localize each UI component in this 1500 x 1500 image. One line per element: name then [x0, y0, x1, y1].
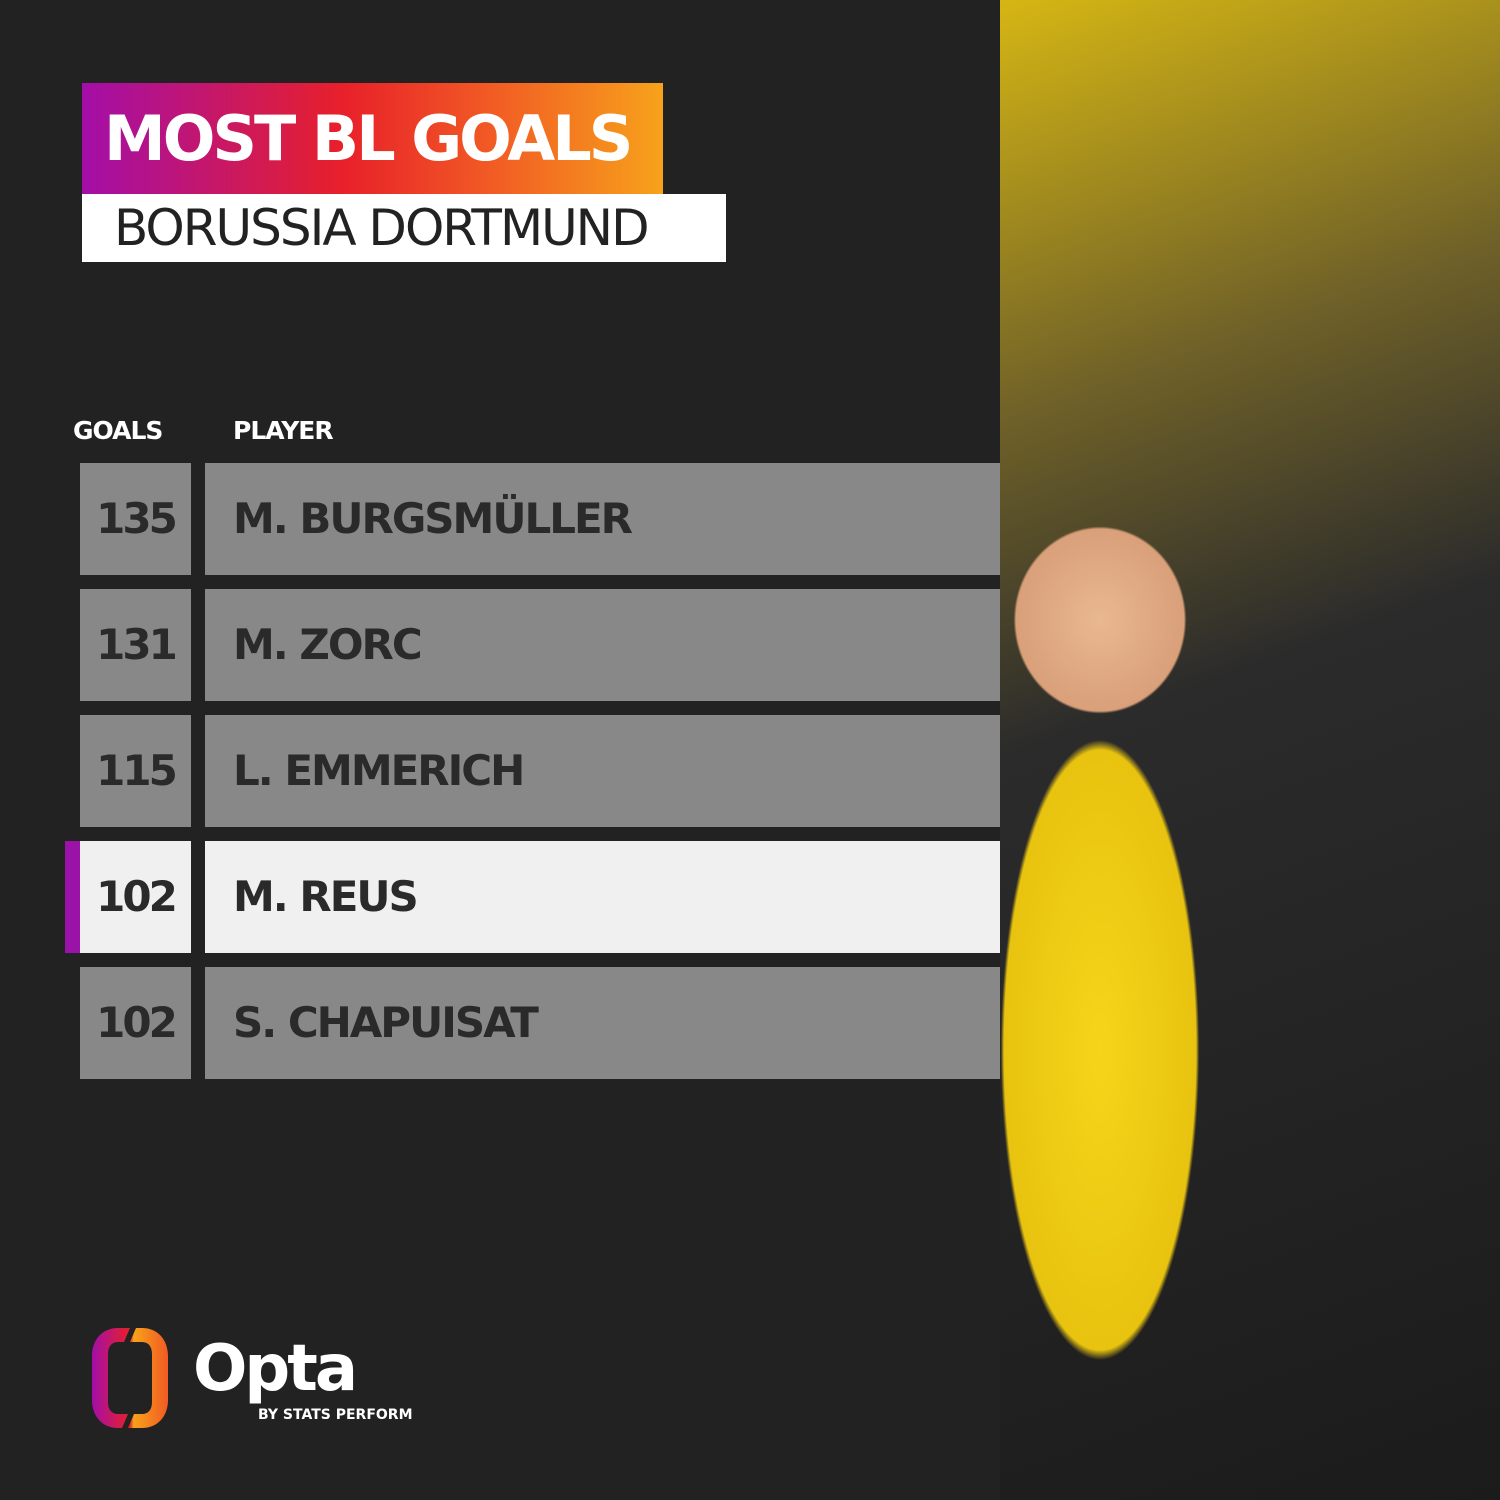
table-row: 135 M. BURGSMÜLLER — [80, 463, 1000, 575]
player-cell: M. REUS — [205, 841, 1000, 953]
player-cell: M. BURGSMÜLLER — [205, 463, 1000, 575]
title: MOST BL GOALS — [82, 83, 663, 194]
column-header-goals: GOALS — [73, 416, 163, 445]
brand-tagline: BY STATS PERFORM — [258, 1407, 413, 1423]
opta-logo-icon — [92, 1328, 168, 1428]
player-cell: L. EMMERICH — [205, 715, 1000, 827]
table-row: 115 L. EMMERICH — [80, 715, 1000, 827]
player-cell: S. CHAPUISAT — [205, 967, 1000, 1079]
column-header-player: PLAYER — [233, 416, 334, 445]
goals-cell: 131 — [80, 589, 191, 701]
player-photo — [1000, 0, 1500, 1500]
goals-cell: 102 — [80, 841, 191, 953]
subtitle: BORUSSIA DORTMUND — [82, 194, 726, 262]
brand-name: Opta — [193, 1332, 358, 1406]
table-row: 131 M. ZORC — [80, 589, 1000, 701]
goals-cell: 115 — [80, 715, 191, 827]
table-row: 102 S. CHAPUISAT — [80, 967, 1000, 1079]
goals-cell: 135 — [80, 463, 191, 575]
player-cell: M. ZORC — [205, 589, 1000, 701]
table-row: 102 M. REUS — [65, 841, 1000, 953]
highlight-marker — [65, 841, 80, 953]
goals-cell: 102 — [80, 967, 191, 1079]
